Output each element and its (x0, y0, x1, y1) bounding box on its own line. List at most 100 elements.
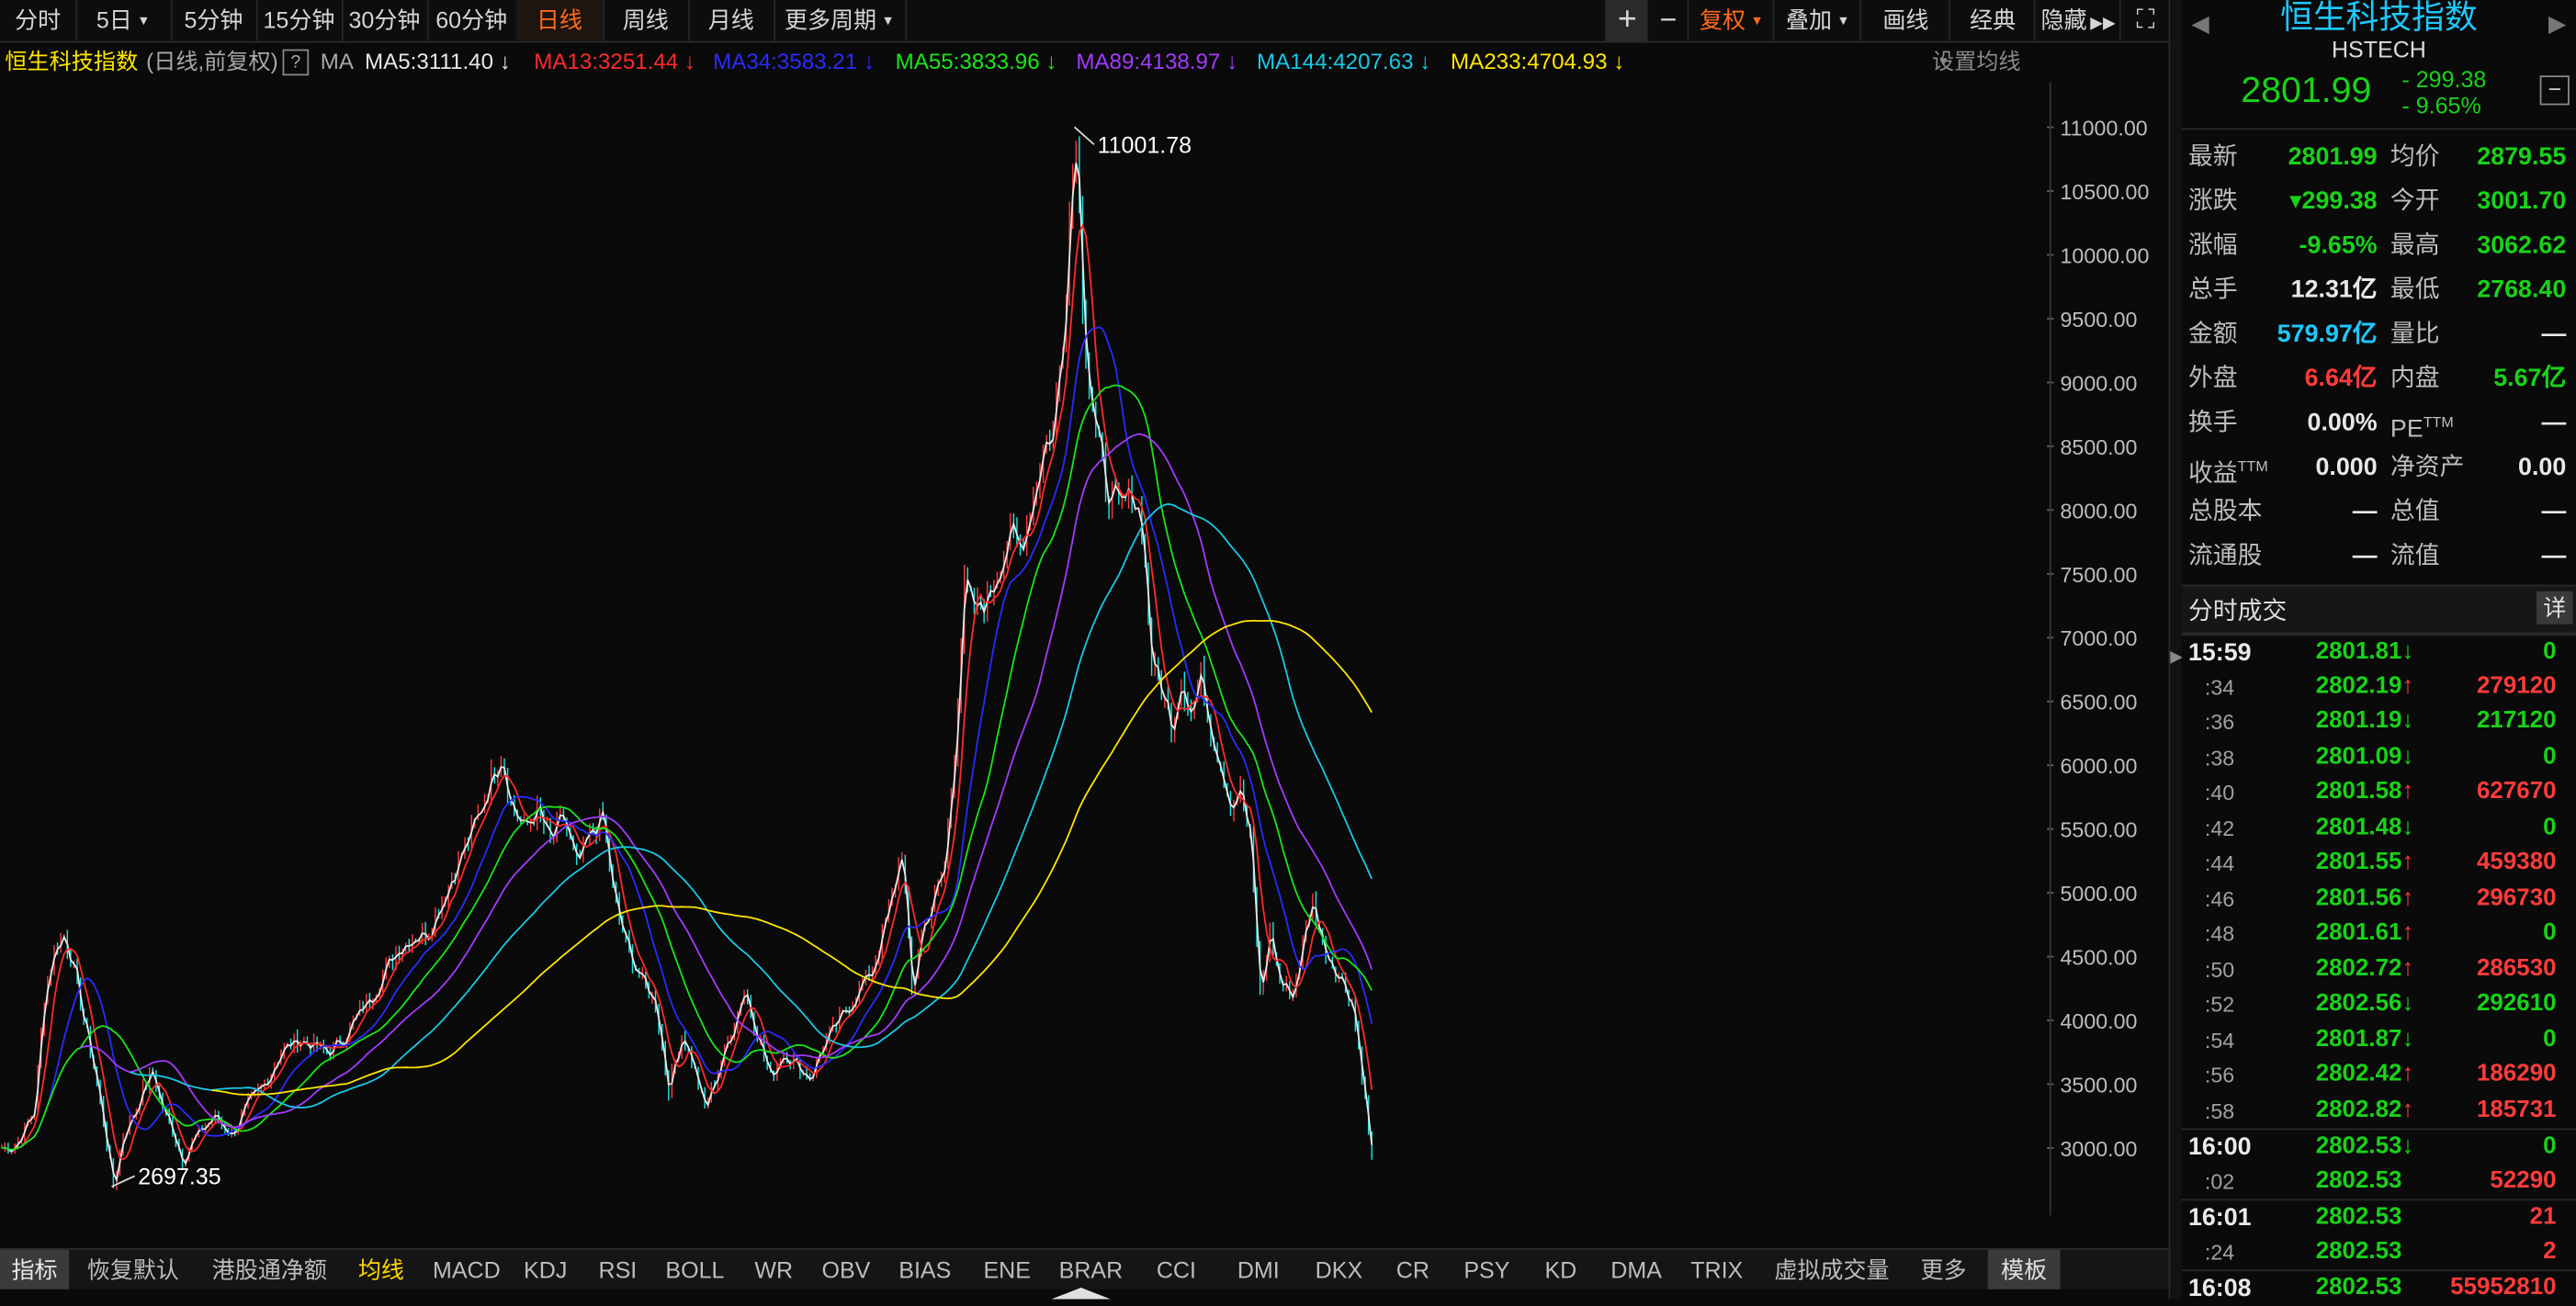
zoom-in-button[interactable]: + (1605, 0, 1648, 41)
period-tab-5day[interactable]: 5日 ▼ (75, 0, 173, 41)
indicator-tab-9[interactable]: OBV (821, 1256, 871, 1283)
indicator-tab-2[interactable]: 港股通净额 (211, 1256, 327, 1283)
indicator-tab-1[interactable]: 恢复默认 (86, 1256, 179, 1283)
period-tab-5min[interactable]: 5分钟 (171, 0, 258, 41)
kline-chart[interactable]: 11000.00 10500.00 10000.00 9500.00 9000.00 85… (0, 82, 2169, 1218)
period-tab-daily[interactable]: 日线 (515, 0, 605, 41)
quote-label: 换手 (2187, 409, 2238, 437)
trade-price: 2802.19 (2315, 672, 2402, 699)
trade-price: 2802.42 (2315, 1061, 2402, 1087)
trade-price: 2801.48 (2315, 814, 2402, 840)
change-pct: - 9.65% (2401, 92, 2481, 118)
quote-value: 2801.99 (2288, 142, 2378, 171)
overlay-dropdown[interactable]: 叠加 ▼ (1772, 0, 1862, 41)
y-tick-label: 8500.00 (2060, 435, 2137, 459)
indicator-tab-5[interactable]: KDJ (524, 1256, 568, 1283)
help-icon[interactable]: ? (282, 49, 310, 76)
indicator-tab-6[interactable]: RSI (598, 1256, 638, 1283)
quote-value: 0.00 (2518, 453, 2567, 481)
indicator-tab-11[interactable]: ENE (983, 1256, 1031, 1283)
classic-button[interactable]: 经典 (1948, 0, 2036, 41)
trade-row: 16:01 2802.53 21 (2181, 1199, 2576, 1234)
trade-price: 2802.53 (2315, 1274, 2402, 1301)
caret-down-icon: ▼ (881, 13, 895, 28)
trade-time: :38 (2204, 744, 2235, 770)
indicator-tab-0[interactable]: 指标 (0, 1249, 70, 1289)
indicator-tab-10[interactable]: BIAS (898, 1256, 952, 1283)
period-tab-15min[interactable]: 15分钟 (256, 0, 344, 41)
trade-row: :44 2801.55 ↑ 459380 (2182, 846, 2576, 881)
quote-value: ▾299.38 (2289, 186, 2378, 216)
trades-detail-button[interactable]: 详 (2536, 591, 2573, 625)
indicator-tab-18[interactable]: KD (1544, 1256, 1577, 1283)
prev-stock-icon[interactable]: ◀ (2191, 9, 2209, 37)
indicator-tab-23[interactable]: 模板 (1987, 1249, 2061, 1289)
quote-row: 总手 12.31亿 最低 2768.40 (2182, 267, 2576, 311)
trade-time: :56 (2204, 1063, 2235, 1087)
ma-line-ma89 (80, 433, 1373, 1129)
collapse-arrow-icon[interactable]: ▶ (2170, 648, 2184, 668)
indicator-tab-17[interactable]: PSY (1463, 1256, 1510, 1283)
y-tick-label: 11000.00 (2060, 117, 2147, 141)
ma-settings-label: 设置均线 (1932, 49, 2021, 74)
ma13-value: MA13:3251.44 ↓ (534, 49, 696, 74)
trade-price: 2801.09 (2315, 743, 2402, 770)
indicator-tab-15[interactable]: DKX (1315, 1256, 1363, 1283)
period-tab-monthly[interactable]: 月线 (688, 0, 776, 41)
fuquan-dropdown[interactable]: 复权 ▼ (1687, 0, 1775, 41)
indicator-tab-3[interactable]: 均线 (357, 1256, 404, 1283)
arrow-up-icon: ↑ (2401, 1061, 2414, 1087)
trade-time: :24 (2204, 1239, 2235, 1265)
trade-time: :54 (2204, 1027, 2235, 1053)
period-tab-weekly[interactable]: 周线 (603, 0, 691, 41)
fullscreen-icon[interactable]: ⛶ (2118, 0, 2170, 41)
quote-value: — (2541, 409, 2567, 437)
indicator-tab-21[interactable]: 虚拟成交量 (1774, 1256, 1890, 1283)
indicator-tab-4[interactable]: MACD (432, 1256, 501, 1283)
period-5day-label: 5日 (96, 6, 132, 33)
ma5-value: MA5:3111.40 ↓ (364, 49, 511, 74)
indicator-tab-22[interactable]: 更多 (1920, 1256, 1967, 1283)
period-tab-fenshi[interactable]: 分时 (0, 0, 78, 41)
indicator-tab-12[interactable]: BRAR (1058, 1256, 1124, 1283)
indicator-tab-7[interactable]: BOLL (665, 1256, 725, 1283)
trade-time: :46 (2204, 885, 2235, 911)
quote-row: 外盘 6.64亿 内盘 5.67亿 (2182, 356, 2576, 400)
trade-volume: 21 (2529, 1203, 2557, 1231)
period-tab-60min[interactable]: 60分钟 (427, 0, 518, 41)
ma-line-ma233 (211, 619, 1373, 1096)
arrow-down-icon: ↓ (2401, 638, 2414, 666)
caret-down-icon: ▼ (1937, 54, 1950, 70)
period-more-dropdown[interactable]: 更多周期 ▼ (774, 0, 908, 41)
trade-row: 16:00 2802.53 ↓ 0 (2181, 1128, 2576, 1165)
trade-volume: 217120 (2477, 707, 2557, 735)
indicator-tab-8[interactable]: WR (754, 1256, 794, 1283)
trade-price: 2802.56 (2315, 990, 2402, 1017)
arrow-down-icon: ↓ (2401, 1025, 2414, 1053)
scroll-up-handle-icon[interactable] (1051, 1288, 1111, 1300)
quote-row: 最新 2801.99 均价 2879.55 (2182, 135, 2576, 179)
indicator-tab-14[interactable]: DMI (1237, 1256, 1280, 1283)
trade-volume: 186290 (2477, 1061, 2557, 1087)
next-stock-icon[interactable]: ▶ (2548, 9, 2567, 37)
trade-row: :34 2802.19 ↑ 279120 (2182, 670, 2576, 704)
zoom-out-button[interactable]: − (1645, 0, 1689, 41)
indicator-tab-13[interactable]: CCI (1156, 1256, 1196, 1283)
y-tick-label: 10000.00 (2060, 243, 2149, 267)
quote-label: PETTM (2390, 413, 2454, 444)
trade-time: :02 (2204, 1168, 2235, 1194)
draw-line-button[interactable]: 画线 (1859, 0, 1949, 41)
quote-panel: ◀ 恒生科技指数 ▶ HSTECH 2801.99 - 299.38 - 9.6… (2181, 0, 2576, 1302)
quote-label: 流通股 (2187, 542, 2263, 570)
minimize-button[interactable]: − (2539, 75, 2570, 106)
period-tab-30min[interactable]: 30分钟 (342, 0, 429, 41)
indicator-tab-19[interactable]: DMA (1610, 1256, 1662, 1283)
hide-button[interactable]: 隐藏 ▶▶ (2033, 0, 2121, 41)
trade-price: 2801.87 (2315, 1025, 2402, 1053)
trade-volume: 0 (2543, 638, 2557, 666)
indicator-tab-20[interactable]: TRIX (1690, 1256, 1744, 1283)
indicator-tab-16[interactable]: CR (1395, 1256, 1429, 1283)
trade-volume: 2 (2543, 1237, 2557, 1265)
quote-value: — (2541, 497, 2567, 526)
trade-row: :36 2801.19 ↓ 217120 (2182, 704, 2576, 739)
